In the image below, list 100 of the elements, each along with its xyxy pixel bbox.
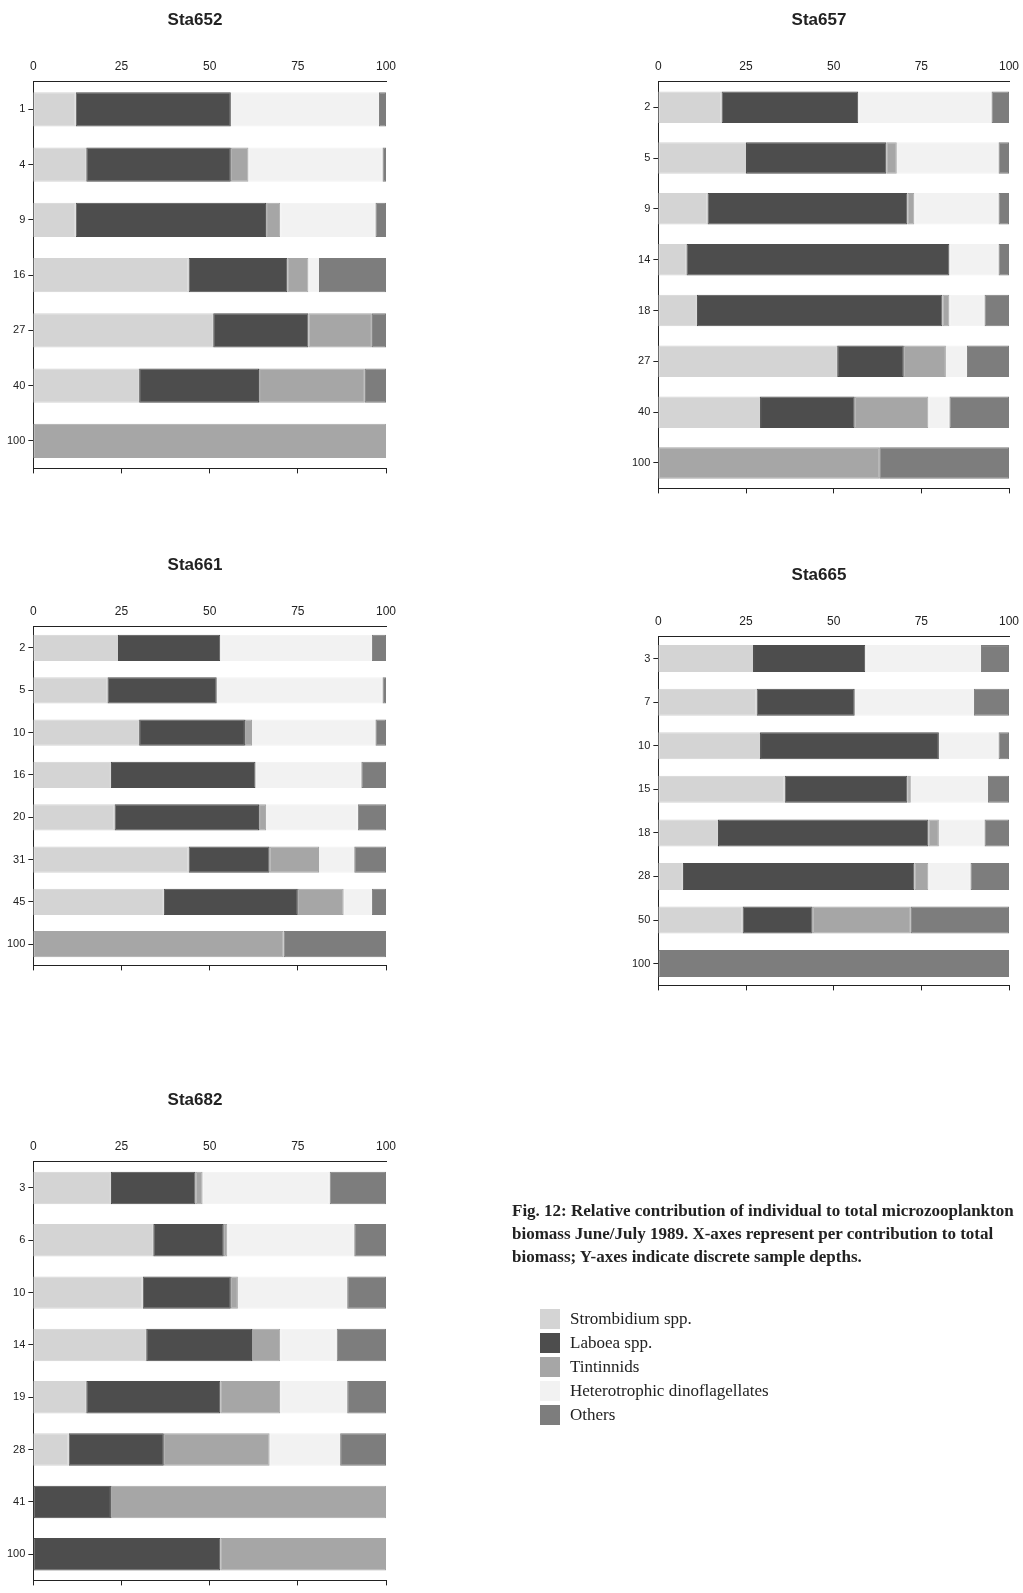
bar <box>973 688 1009 716</box>
bar <box>970 862 1009 890</box>
y-tick-label: 16 <box>13 767 26 780</box>
x-tick-label: 0 <box>30 58 38 73</box>
x-tick-label: 75 <box>914 613 929 628</box>
y-tick-label: 28 <box>638 869 651 882</box>
x-tick-label: 25 <box>114 603 129 618</box>
bar <box>68 1433 164 1466</box>
y-tick-label: 100 <box>6 937 26 950</box>
bar <box>110 1171 196 1205</box>
bar <box>343 888 372 916</box>
y-tick-label: 1 <box>19 102 26 115</box>
bar <box>784 775 908 803</box>
bar <box>33 1381 87 1414</box>
bar <box>658 906 743 934</box>
bar <box>896 142 999 174</box>
bar <box>195 1171 203 1205</box>
bar <box>717 819 929 847</box>
bar <box>266 202 281 237</box>
legend-label: Tintinnids <box>570 1356 640 1377</box>
bar <box>949 243 999 276</box>
bar <box>33 147 87 182</box>
bar <box>163 1433 270 1466</box>
bar <box>903 345 946 378</box>
bar <box>259 804 267 831</box>
bar <box>707 193 908 225</box>
y-tick-label: 10 <box>13 1285 26 1298</box>
bar <box>347 1276 386 1309</box>
bar <box>658 645 754 673</box>
y-tick-label: 40 <box>638 405 651 418</box>
x-tick-label: 0 <box>30 1138 38 1153</box>
x-tick-label: 75 <box>291 1138 305 1153</box>
bar <box>86 1381 221 1414</box>
chart-title: Sta682 <box>167 1089 223 1109</box>
bar <box>33 804 115 831</box>
bar <box>266 804 358 831</box>
bar <box>75 202 267 237</box>
y-tick-label: 27 <box>638 354 651 367</box>
bar <box>371 313 386 348</box>
bar <box>357 804 386 831</box>
bar <box>308 313 372 348</box>
bar <box>33 313 214 348</box>
y-tick-label: 100 <box>631 456 651 469</box>
bar <box>658 396 761 428</box>
bar <box>910 906 1009 934</box>
y-tick-label: 18 <box>638 303 651 316</box>
bar <box>928 819 939 847</box>
x-tick-label: 100 <box>375 1138 397 1153</box>
y-tick-label: 20 <box>13 810 26 823</box>
bar <box>213 313 309 348</box>
x-tick-label: 25 <box>739 58 754 73</box>
bar <box>33 719 140 746</box>
y-tick-label: 5 <box>19 683 26 696</box>
x-tick-label: 0 <box>655 613 663 628</box>
bar <box>259 368 365 403</box>
y-tick-label: 45 <box>13 894 26 907</box>
bar <box>153 1224 224 1257</box>
bar <box>658 862 683 890</box>
bar <box>340 1433 386 1466</box>
bar <box>991 91 1009 123</box>
y-tick-label: 28 <box>13 1442 26 1455</box>
x-tick-label: 25 <box>114 58 129 73</box>
bar <box>938 732 999 760</box>
chart-title: Sta661 <box>167 554 223 574</box>
bar <box>33 368 140 403</box>
bar <box>188 257 288 293</box>
bar <box>107 677 217 704</box>
x-tick-label: 0 <box>655 58 663 73</box>
bar <box>33 634 118 662</box>
y-tick-label: 40 <box>13 378 26 391</box>
y-tick-label: 7 <box>644 695 651 708</box>
bar <box>914 193 999 225</box>
bar <box>682 862 915 890</box>
bar <box>33 202 76 237</box>
x-tick-label: 100 <box>998 58 1020 73</box>
legend-label: Strombidium spp. <box>570 1308 692 1329</box>
y-tick-label: 41 <box>13 1494 26 1507</box>
bar <box>33 257 189 293</box>
bar <box>216 677 383 704</box>
bar <box>244 719 252 746</box>
bar <box>984 819 1009 847</box>
bar <box>928 862 971 890</box>
x-tick-label: 25 <box>739 613 754 628</box>
x-tick-label: 0 <box>30 603 38 618</box>
bar <box>721 91 859 123</box>
x-tick-label: 50 <box>203 58 217 73</box>
y-tick-label: 50 <box>638 913 651 926</box>
bar <box>938 819 985 847</box>
legend-label: Heterotrophic dinoflagellates <box>570 1380 769 1401</box>
bar <box>658 775 785 803</box>
bar <box>33 1433 69 1466</box>
bar <box>280 202 376 237</box>
bar <box>375 202 386 237</box>
x-tick-label: 100 <box>375 603 397 618</box>
bar <box>33 761 111 789</box>
bar <box>283 931 386 958</box>
bar <box>658 193 708 225</box>
x-tick-label: 50 <box>203 1138 217 1153</box>
y-tick-label: 10 <box>13 725 26 738</box>
bar <box>879 447 1009 479</box>
